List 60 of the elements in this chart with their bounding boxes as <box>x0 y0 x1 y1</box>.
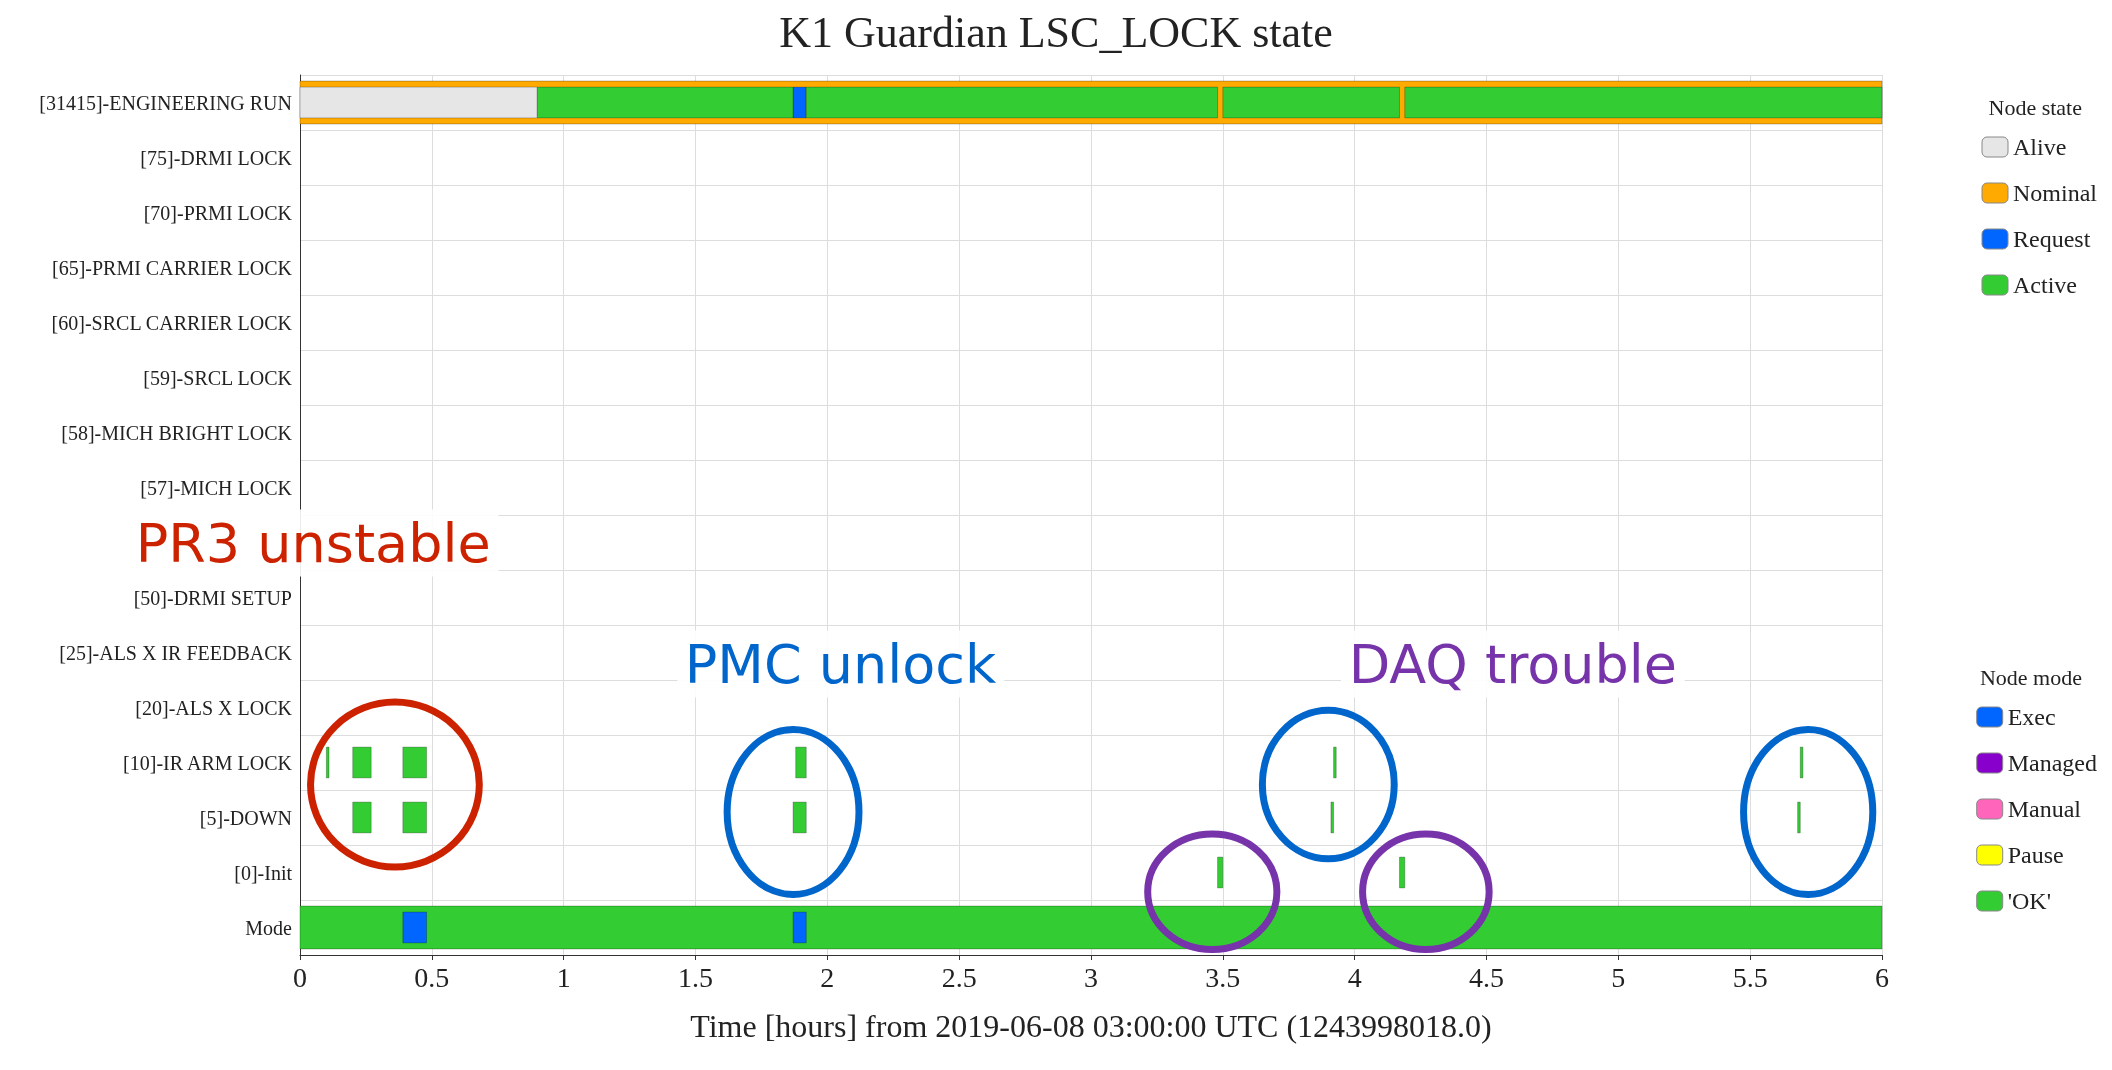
x-tick-label: 6 <box>1875 961 1889 993</box>
annotation: PMC unlock <box>676 630 1005 697</box>
annotation: PR3 unstable <box>127 509 499 576</box>
y-tick-label: [20]-ALS X LOCK <box>135 696 293 719</box>
legend-label: Active <box>2013 272 2077 298</box>
legend-title: Node state <box>1988 95 2082 121</box>
bar <box>1222 86 1400 119</box>
y-tick-label: [31415]-ENGINEERING RUN <box>39 91 292 114</box>
bar <box>792 911 807 944</box>
y-tick-label: [25]-ALS X IR FEEDBACK <box>59 641 293 664</box>
x-tick-label: 0.5 <box>414 961 450 993</box>
x-tick-label: 4.5 <box>1469 961 1504 993</box>
bar <box>1330 801 1335 834</box>
y-tick-label: [0]-Init <box>234 861 293 884</box>
y-tick-label: [59]-SRCL LOCK <box>143 366 293 389</box>
y-tick-label: [75]-DRMI LOCK <box>140 146 293 169</box>
bar <box>402 801 428 834</box>
x-tick-label: 5.5 <box>1732 961 1768 993</box>
bar <box>1799 746 1804 779</box>
x-tick-label: 2.5 <box>941 961 977 993</box>
x-tick-label: 0 <box>293 961 307 993</box>
x-axis-title: Time [hours] from 2019-06-08 03:00:00 UTC (1243998018.0) <box>690 1008 1492 1044</box>
legend-label: Exec <box>2007 704 2056 730</box>
y-tick-label: [10]-IR ARM LOCK <box>123 751 293 774</box>
y-tick-label: [65]-PRMI CARRIER LOCK <box>51 256 293 279</box>
y-tick-label: [5]-DOWN <box>199 806 292 829</box>
legend-label: Managed <box>2007 750 2097 776</box>
legend-label: Manual <box>2007 796 2082 822</box>
bar <box>792 801 807 834</box>
bar <box>402 911 428 944</box>
legend-label: Alive <box>2013 134 2067 160</box>
legend-label: Request <box>2013 226 2091 252</box>
bar <box>1217 856 1224 889</box>
bar <box>352 746 372 779</box>
chart-title: K1 Guardian LSC_LOCK state <box>779 7 1333 57</box>
annotation: DAQ trouble <box>1340 630 1685 697</box>
bar <box>1333 746 1337 779</box>
x-tick-label: 4 <box>1347 961 1362 993</box>
x-tick-label: 3.5 <box>1205 961 1241 993</box>
bar <box>1398 856 1406 889</box>
y-tick-label: [60]-SRCL CARRIER LOCK <box>51 311 293 334</box>
x-tick-label: 1 <box>556 961 571 993</box>
bar <box>1797 801 1801 834</box>
bar <box>325 746 330 779</box>
legend-label: Nominal <box>2013 180 2098 206</box>
y-tick-label: [70]-PRMI LOCK <box>143 201 293 224</box>
text: Node mode <box>1979 665 2082 691</box>
legend-label: 'OK' <box>2007 888 2052 914</box>
y-tick-label: [50]-DRMI SETUP <box>133 586 292 609</box>
x-tick-label: 1.5 <box>678 961 713 993</box>
bar <box>402 746 428 779</box>
legend-label: Pause <box>2007 842 2064 868</box>
y-tick-label: [58]-MICH BRIGHT LOCK <box>61 421 293 444</box>
y-tick-label: Mode <box>245 916 293 939</box>
y-tick-label: [57]-MICH LOCK <box>140 476 293 499</box>
x-tick-label: 2 <box>820 961 835 993</box>
bar <box>352 801 372 834</box>
bar <box>795 746 807 779</box>
x-tick-label: 5 <box>1611 961 1626 993</box>
x-tick-label: 3 <box>1084 961 1098 993</box>
